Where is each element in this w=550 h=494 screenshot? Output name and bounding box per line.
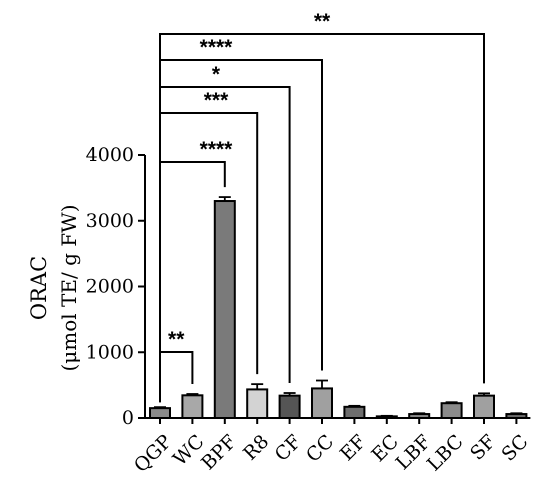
significance-label: **** xyxy=(200,138,234,161)
axes: 01000200030004000QGPWCBPFR8CFCCEFECLBFLB… xyxy=(86,144,533,477)
significance-label: **** xyxy=(200,36,234,59)
significance-brackets: **************** xyxy=(159,10,485,403)
bar-ef xyxy=(343,405,366,420)
significance-bracket xyxy=(159,33,485,403)
bar-lbf xyxy=(408,413,431,419)
x-tick-label: SF xyxy=(466,431,500,465)
bar-ec xyxy=(375,415,398,420)
bar-cf xyxy=(278,394,301,419)
x-tick-label: LBC xyxy=(423,431,468,476)
x-tick-label: CC xyxy=(302,431,338,467)
y-tick-label: 2000 xyxy=(86,276,134,298)
significance-label: ** xyxy=(168,328,185,351)
y-tick-label: 3000 xyxy=(86,210,134,232)
bar-bpf xyxy=(213,200,236,419)
bar-r8 xyxy=(246,388,269,419)
x-tick-label: CF xyxy=(271,431,306,466)
bar-lbc xyxy=(440,402,463,419)
bar-wc xyxy=(181,394,204,420)
significance-label: *** xyxy=(204,89,229,112)
y-tick-label: 4000 xyxy=(86,144,134,166)
significance-label: ** xyxy=(314,10,331,33)
y-tick-label: 0 xyxy=(122,407,134,429)
x-tick-label: BPF xyxy=(197,431,241,475)
y-axis-unit-label: (μmol TE/ g FW) xyxy=(57,205,81,372)
y-tick-label: 1000 xyxy=(86,341,134,363)
x-tick-label: SC xyxy=(498,431,533,466)
y-axis-label: ORAC xyxy=(27,256,51,320)
x-tick-label: R8 xyxy=(239,431,273,465)
significance-label: * xyxy=(212,63,221,86)
bar-cc xyxy=(311,387,333,420)
x-tick-label: EF xyxy=(336,431,371,466)
bar-sf xyxy=(473,394,495,419)
x-tick-label: LBF xyxy=(392,431,436,475)
bar-qgp xyxy=(149,407,171,420)
bar-sc xyxy=(505,413,528,419)
bars xyxy=(149,196,528,420)
